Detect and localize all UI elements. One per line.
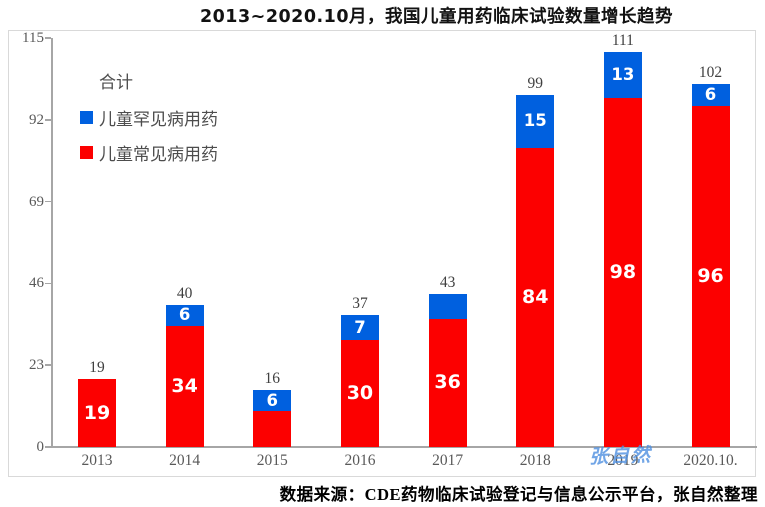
legend-label: 儿童常见病用药 <box>99 144 218 164</box>
legend-swatch <box>80 110 93 124</box>
legend-item: 儿童常见病用药 <box>80 142 218 164</box>
x-tick-label: 2020.10. <box>683 452 738 469</box>
bar-segment-rare: 6 <box>691 84 730 106</box>
y-tick-mark <box>45 200 51 203</box>
bar-segment-rare <box>428 294 467 319</box>
legend-item: 儿童罕见病用药 <box>80 107 218 129</box>
x-tick-label: 2014 <box>169 452 201 469</box>
plot-area-frame <box>8 30 756 477</box>
legend-swatch <box>80 145 93 159</box>
bar-segment-rare: 15 <box>516 94 555 149</box>
bar-segment-rare: 6 <box>253 390 292 412</box>
bar-segment-label: 98 <box>609 261 637 284</box>
bar-total-label: 19 <box>89 359 105 377</box>
bar-segment-common: 30 <box>340 340 379 447</box>
watermark-text: 张自然 <box>588 443 653 469</box>
bar-total-label: 99 <box>527 74 544 92</box>
bar-segment-common: 36 <box>428 318 467 447</box>
y-tick-mark <box>45 446 51 448</box>
bar-segment-label: 6 <box>178 305 191 325</box>
bar-segment-label: 6 <box>704 84 717 104</box>
bar-segment-label: 96 <box>697 264 724 287</box>
bar-segment-label: 19 <box>83 401 111 424</box>
y-tick-label: 46 <box>29 275 44 292</box>
x-tick-label: 2016 <box>344 452 376 469</box>
bar-total-label: 43 <box>439 274 456 292</box>
bar-total-label: 37 <box>352 295 368 313</box>
bar-segment-label: 15 <box>523 111 547 131</box>
bar-segment-rare: 13 <box>603 52 642 99</box>
x-axis-line <box>45 446 757 448</box>
bar-segment-common: 84 <box>516 148 555 447</box>
legend-item: 合计 <box>80 70 133 92</box>
legend-label: 合计 <box>99 72 133 92</box>
bar-segment-label: 84 <box>522 286 549 309</box>
bar-segment-rare: 6 <box>165 304 204 327</box>
bar-total-label: 111 <box>611 32 634 50</box>
bar-segment-label: 36 <box>434 371 461 394</box>
bar-segment-common: 98 <box>603 98 642 447</box>
y-tick-label: 69 <box>29 193 44 210</box>
x-tick-label: 2017 <box>432 452 464 469</box>
bar-segment-label: 30 <box>346 382 374 405</box>
bar-segment-common <box>253 411 292 447</box>
x-tick-label: 2015 <box>256 452 288 469</box>
y-tick-label: 0 <box>36 439 45 455</box>
bar-segment-common: 19 <box>78 379 116 447</box>
x-tick-label: 2013 <box>81 452 113 469</box>
bar-segment-rare: 7 <box>340 315 379 341</box>
bar-total-label: 102 <box>698 64 723 82</box>
bar-total-label: 16 <box>264 370 281 388</box>
y-axis-line <box>51 38 53 447</box>
data-source-caption: 数据来源：CDE药物临床试验登记与信息公示平台，张自然整理 <box>279 485 758 504</box>
y-tick-mark <box>45 364 51 366</box>
y-tick-label: 92 <box>29 111 44 128</box>
x-tick-label: 2018 <box>519 452 551 469</box>
y-tick-mark <box>45 282 51 285</box>
y-tick-mark <box>45 119 51 121</box>
bar-total-label: 40 <box>176 284 193 302</box>
bar-segment-label: 34 <box>171 375 198 398</box>
legend-label: 儿童罕见病用药 <box>99 109 218 129</box>
bar-segment-label: 13 <box>611 65 635 85</box>
y-tick-mark <box>45 37 51 39</box>
x-tick-label: 2019 <box>607 452 639 469</box>
y-tick-label: 115 <box>22 30 44 46</box>
chart-title: 2013~2020.10月，我国儿童用药临床试验数量增长趋势 <box>199 7 674 27</box>
bar-segment-label: 6 <box>266 390 279 410</box>
bar-segment-label: 7 <box>354 317 366 337</box>
bar-segment-common: 34 <box>165 326 204 447</box>
bar-segment-common: 96 <box>691 105 730 447</box>
y-tick-label: 23 <box>29 357 44 374</box>
